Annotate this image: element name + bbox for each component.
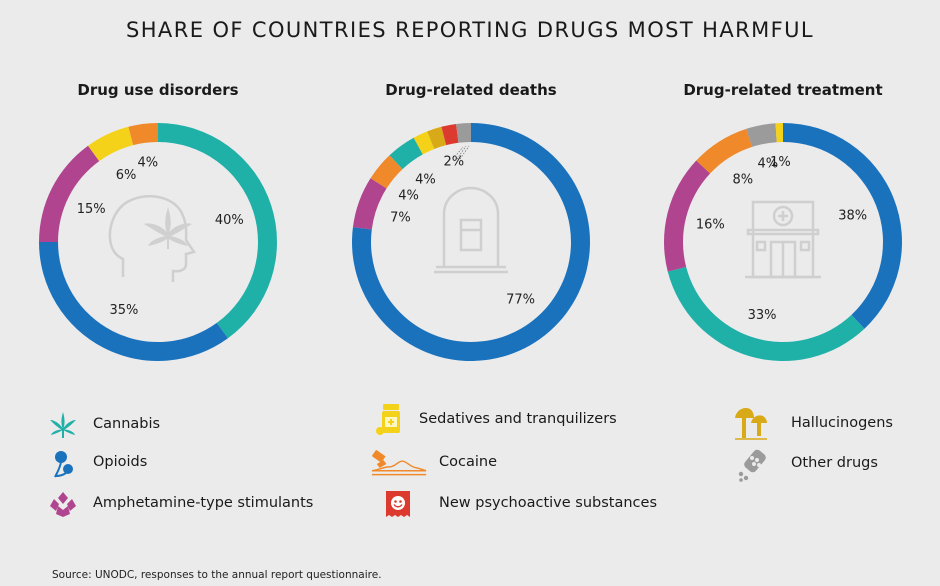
data-label: 77%	[506, 292, 535, 307]
cannabis-leaf-mini-icon	[144, 207, 192, 249]
donut-segment-cannabis	[667, 266, 865, 361]
donut-segment-cannabis	[158, 123, 277, 339]
legend-item-amphetamine: Amphetamine-type stimulants	[48, 489, 313, 519]
donut-segments	[39, 123, 277, 361]
legend-item-opioids: Opioids	[48, 448, 147, 478]
nps-packet-icon	[386, 491, 410, 517]
donut-segment-new-psychoactive-substances	[441, 123, 459, 146]
donut-segment-amphetamine-type-stimulants	[664, 160, 711, 272]
donut-segment-opioids	[783, 123, 903, 329]
donut-segment-amphetamine-type-stimulants	[352, 178, 387, 230]
donut-chart-deaths: 77% 7% 4%4% 2%	[352, 123, 590, 361]
data-label: 35%	[109, 303, 138, 318]
donut-segment-cannabis	[389, 137, 423, 170]
donut-segment-sedatives-and-tranquilizers	[775, 123, 783, 143]
donut-segment-amphetamine-type-stimulants	[39, 145, 100, 242]
leader-lines	[452, 145, 470, 160]
data-label: 33%	[748, 308, 777, 323]
data-label: 4%	[415, 172, 436, 187]
legend-item-sedatives: Sedatives and tranquilizers	[374, 402, 617, 438]
legend-label: Other drugs	[791, 455, 878, 471]
chart-title-treatment: Drug-related treatment	[683, 81, 883, 99]
donut-segment-opioids	[39, 242, 228, 361]
data-label: 7%	[390, 211, 411, 226]
data-label: 40%	[215, 213, 244, 228]
legend-item-nps: New psychoactive substances	[383, 489, 657, 519]
source-note: Source: UNODC, responses to the annual r…	[52, 569, 382, 581]
gravestone-icon	[434, 186, 508, 274]
donut-segments	[352, 123, 590, 361]
head-cannabis-icon	[108, 195, 197, 282]
legend-label: Amphetamine-type stimulants	[93, 495, 314, 511]
data-label: 4%	[138, 156, 159, 171]
pill-bottle-icon	[376, 404, 400, 435]
chart-title-deaths: Drug-related deaths	[385, 81, 557, 99]
donut-segments	[664, 123, 903, 361]
donut-chart-disorders: 40% 35% 15% 6%4%	[39, 123, 277, 361]
crystal-icon	[50, 492, 76, 517]
donut-segment-sedatives-and-tranquilizers	[413, 131, 435, 155]
donut-segment-cocaine	[128, 123, 158, 146]
legend-label: Cocaine	[439, 454, 497, 470]
legend-label: Opioids	[93, 454, 148, 470]
data-label: 16%	[696, 217, 725, 232]
legend-item-hallucinogens: Hallucinogens	[733, 405, 893, 441]
legend-item-cannabis: Cannabis	[48, 410, 160, 440]
mushroom-icon	[735, 408, 767, 440]
legend-label: Cannabis	[93, 416, 161, 432]
cannabis-leaf-icon	[50, 412, 76, 438]
data-label: 15%	[77, 202, 106, 217]
data-label: 2%	[444, 154, 465, 169]
donut-segment-other-drugs	[746, 123, 777, 147]
data-label: 6%	[116, 168, 137, 183]
donut-segment-hallucinogens	[427, 126, 447, 150]
legend-label: New psychoactive substances	[439, 495, 658, 511]
data-label: 8%	[733, 173, 754, 188]
data-label: 1%	[770, 155, 791, 170]
legend-label: Sedatives and tranquilizers	[419, 411, 617, 427]
donut-segment-cocaine	[370, 155, 403, 189]
page-title: SHARE OF COUNTRIES REPORTING DRUGS MOST …	[126, 18, 814, 42]
data-label: 4%	[758, 156, 779, 171]
legend-item-cocaine: Cocaine	[370, 448, 497, 478]
poppy-icon	[54, 451, 73, 478]
data-label: 38%	[838, 208, 867, 223]
donut-segment-sedatives-and-tranquilizers	[88, 126, 134, 162]
donut-chart-treatment: 38% 33% 16% 8% 4%1%	[664, 123, 903, 361]
legend-label: Hallucinogens	[791, 415, 893, 431]
hospital-icon	[745, 200, 821, 279]
data-label: 4%	[398, 188, 419, 203]
donut-segment-other-drugs	[456, 123, 471, 143]
donut-segment-cocaine	[696, 128, 753, 174]
cocaine-line-icon	[371, 450, 427, 476]
legend-item-other: Other drugs	[738, 448, 878, 482]
chart-title-disorders: Drug use disorders	[77, 81, 239, 99]
pill-blister-icon	[738, 449, 766, 482]
